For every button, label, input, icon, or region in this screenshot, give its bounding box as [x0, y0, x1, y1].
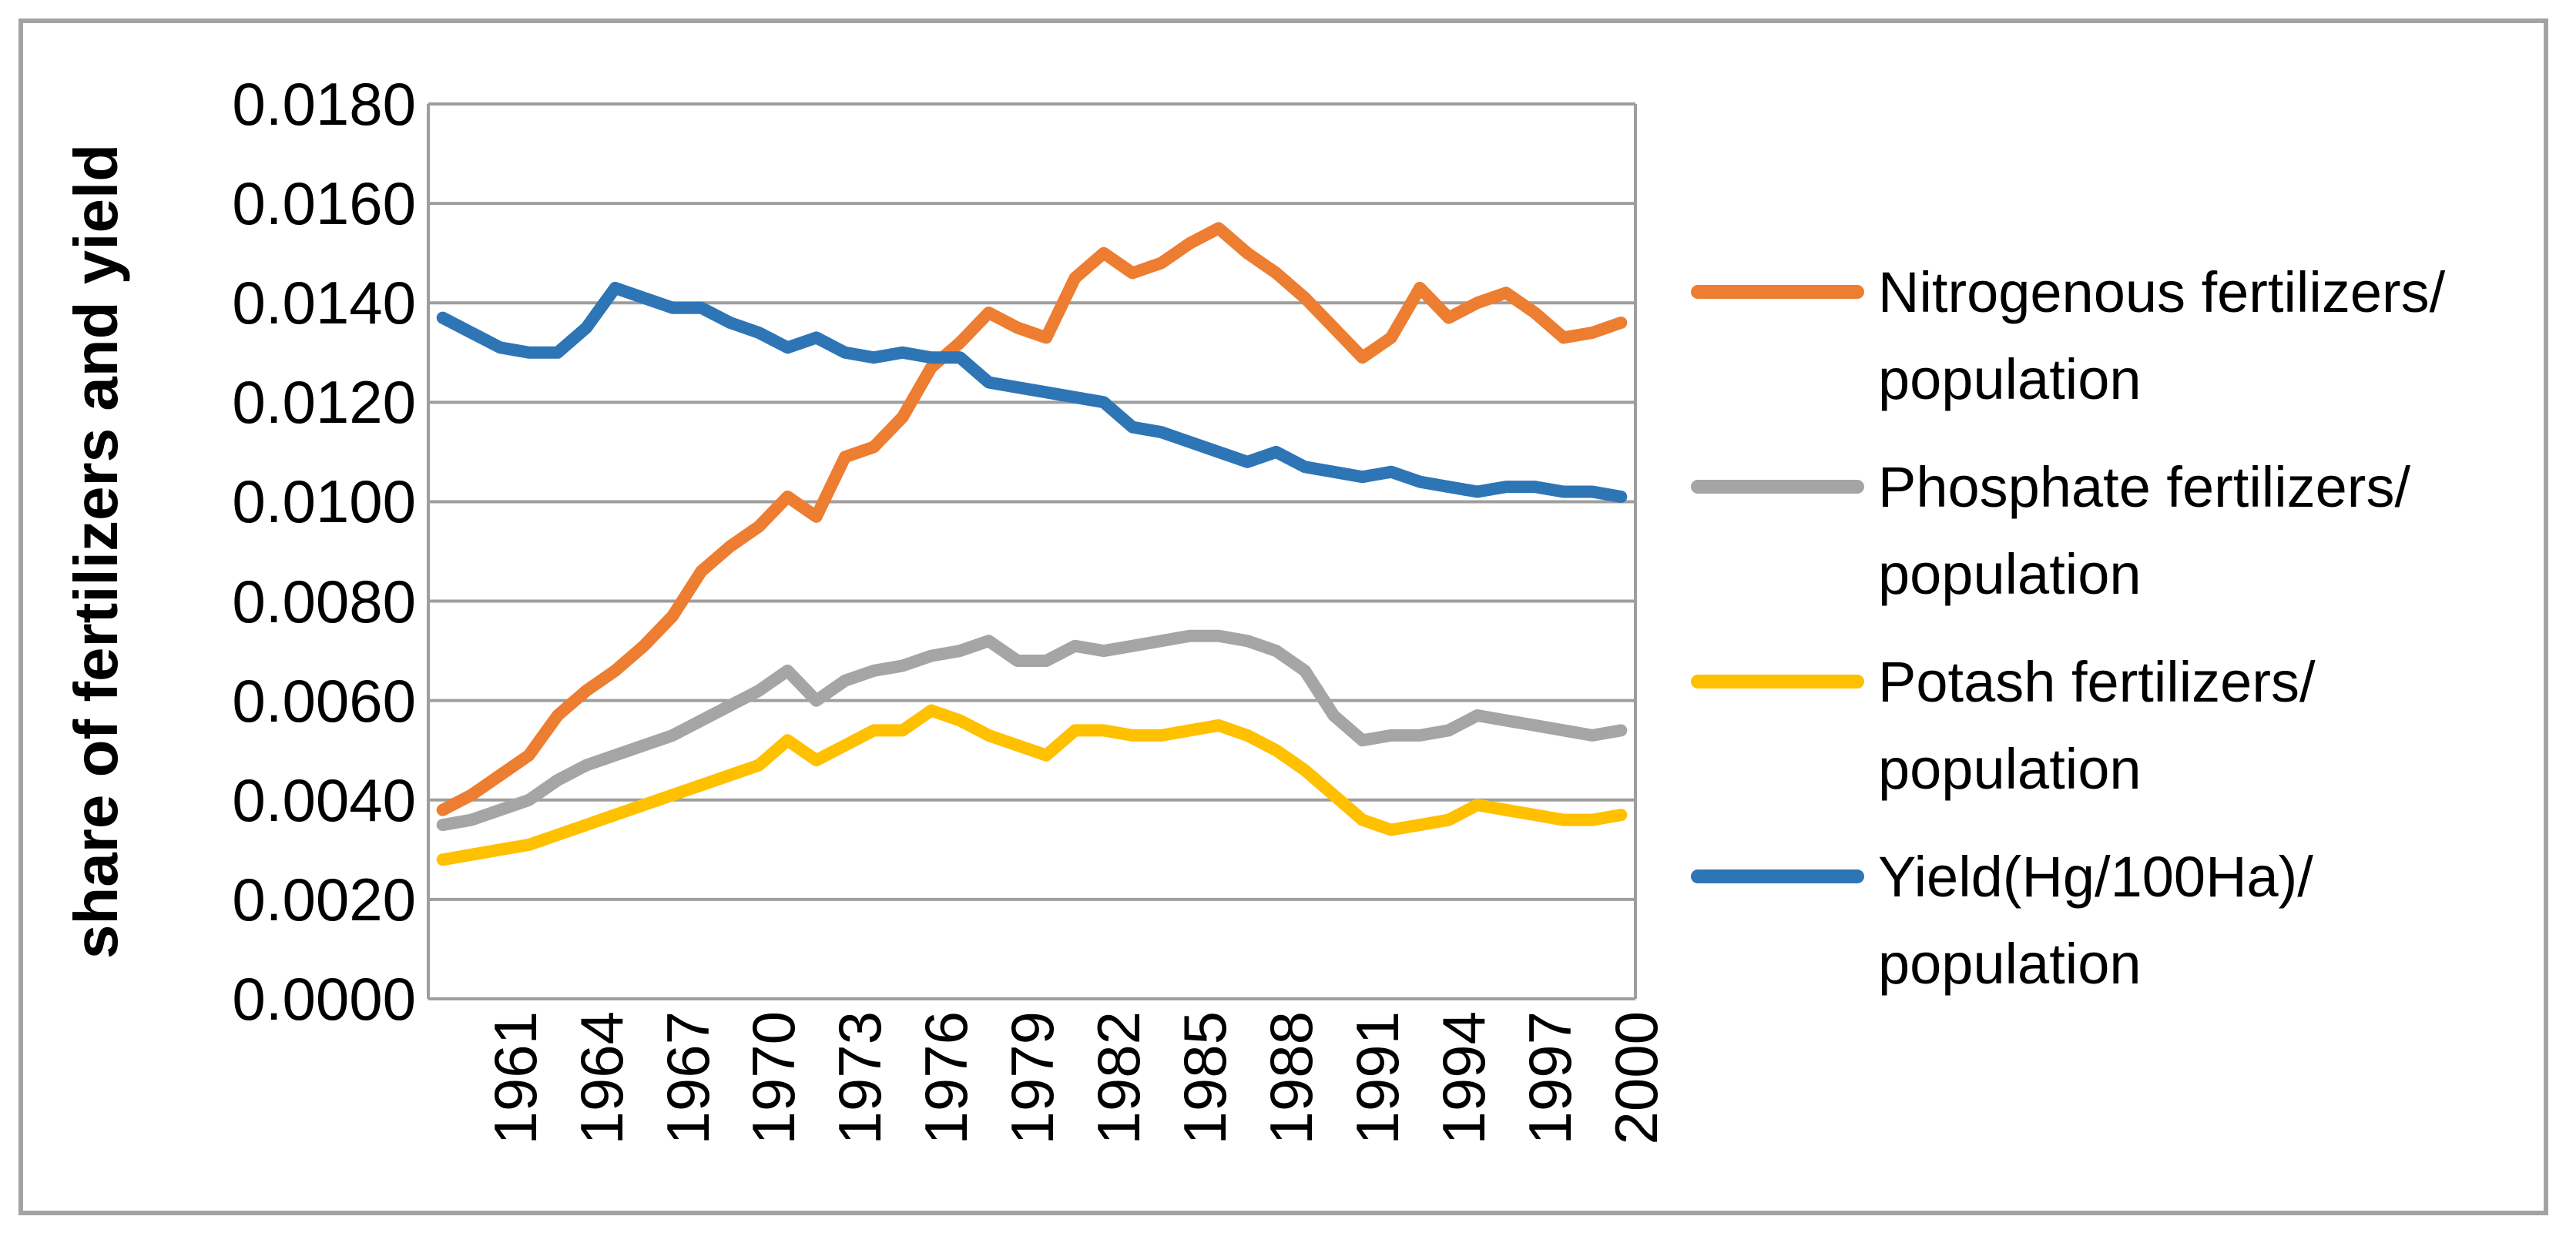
y-tick-label: 0.0060	[232, 666, 416, 735]
series-line-nitrogenous	[436, 222, 1628, 816]
y-tick-label: 0.0140	[232, 269, 416, 337]
x-tick-label: 1970	[740, 1011, 808, 1145]
legend-entry-yield: Yield(Hg/100Ha)/population	[1691, 833, 2313, 1007]
legend-swatch-nitrogenous	[1691, 285, 1864, 299]
y-tick-label: 0.0000	[232, 965, 416, 1033]
legend-swatch-phosphate	[1691, 480, 1864, 494]
series-line-potash	[436, 704, 1628, 866]
y-tick-label: 0.0080	[232, 567, 416, 635]
x-tick-label: 1994	[1429, 1011, 1498, 1145]
legend-swatch-yield	[1691, 869, 1864, 883]
x-tick-label: 1982	[1085, 1011, 1153, 1145]
x-tick-label: 1967	[653, 1011, 722, 1145]
x-tick-label: 1979	[998, 1011, 1067, 1145]
x-tick-label: 1961	[481, 1011, 549, 1145]
legend-label-yield: Yield(Hg/100Ha)/population	[1878, 845, 2313, 996]
x-tick-label: 1997	[1515, 1011, 1584, 1145]
y-tick-label: 0.0120	[232, 368, 416, 437]
x-tick-label: 1964	[567, 1011, 636, 1145]
x-tick-label: 1988	[1257, 1011, 1325, 1145]
legend-label-potash: Potash fertilizers/population	[1878, 650, 2316, 801]
y-tick-label: 0.0040	[232, 766, 416, 834]
x-tick-label: 1976	[912, 1011, 981, 1145]
x-tick-label: 1985	[1171, 1011, 1239, 1145]
y-tick-label: 0.0180	[232, 70, 416, 138]
series-line-phosphate	[436, 629, 1628, 832]
legend-entry-phosphate: Phosphate fertilizers/population	[1691, 444, 2410, 618]
y-tick-label: 0.0160	[232, 169, 416, 238]
legend-entry-potash: Potash fertilizers/population	[1691, 638, 2316, 812]
legend-label-nitrogenous: Nitrogenous fertilizers/population	[1878, 260, 2446, 411]
y-axis-title: share of fertilizers and yield	[62, 143, 130, 960]
y-tick-label: 0.0100	[232, 467, 416, 536]
legend-swatch-potash	[1691, 675, 1864, 689]
legend-entry-nitrogenous: Nitrogenous fertilizers/population	[1691, 249, 2445, 423]
x-tick-label: 1991	[1343, 1011, 1411, 1145]
legend-label-phosphate: Phosphate fertilizers/population	[1878, 455, 2411, 606]
x-tick-label: 1973	[826, 1011, 894, 1145]
series-line-yield	[436, 281, 1628, 503]
x-tick-label: 2000	[1602, 1011, 1670, 1145]
chart-frame	[18, 18, 2548, 1215]
y-tick-label: 0.0020	[232, 865, 416, 933]
